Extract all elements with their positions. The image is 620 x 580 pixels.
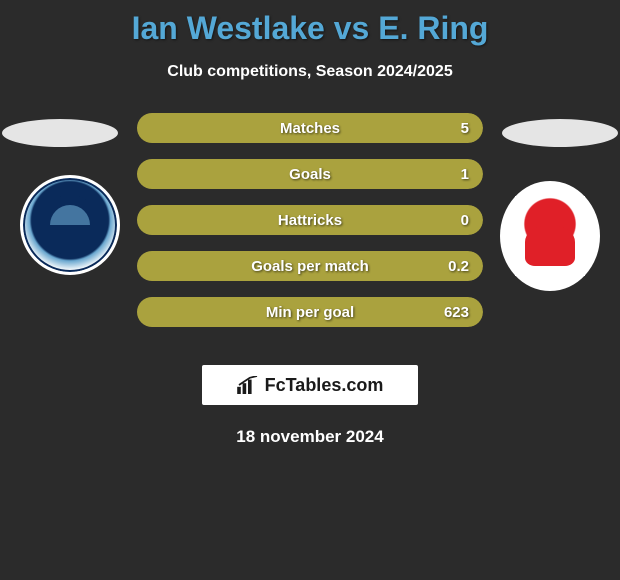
stat-value-right: 0.2 <box>448 258 469 275</box>
stat-label: Matches <box>280 120 340 137</box>
subtitle: Club competitions, Season 2024/2025 <box>0 63 620 81</box>
brand-badge: FcTables.com <box>202 365 418 405</box>
stat-bar-hattricks: Hattricks 0 <box>137 205 483 235</box>
stat-bars: Matches 5 Goals 1 Hattricks 0 Goals per … <box>137 113 483 343</box>
stat-bar-goals: Goals 1 <box>137 159 483 189</box>
stat-label: Goals <box>289 166 331 183</box>
page-title: Ian Westlake vs E. Ring <box>0 0 620 47</box>
comparison-chart: Matches 5 Goals 1 Hattricks 0 Goals per … <box>0 113 620 343</box>
stat-bar-goals-per-match: Goals per match 0.2 <box>137 251 483 281</box>
player-right-oval <box>502 119 618 147</box>
stat-label: Hattricks <box>278 212 342 229</box>
stat-value-right: 5 <box>461 120 469 137</box>
stat-label: Min per goal <box>266 304 354 321</box>
stat-value-right: 1 <box>461 166 469 183</box>
stat-label: Goals per match <box>251 258 369 275</box>
stat-bar-matches: Matches 5 <box>137 113 483 143</box>
stat-value-right: 623 <box>444 304 469 321</box>
brand-text: FcTables.com <box>265 375 384 396</box>
stat-bar-min-per-goal: Min per goal 623 <box>137 297 483 327</box>
team-left-badge <box>20 175 120 275</box>
stat-value-right: 0 <box>461 212 469 229</box>
date-text: 18 november 2024 <box>0 427 620 447</box>
team-right-badge <box>500 181 600 291</box>
team-right-badge-inner <box>515 196 585 276</box>
team-left-badge-inner <box>40 195 100 255</box>
player-left-oval <box>2 119 118 147</box>
brand-chart-icon <box>237 376 259 394</box>
